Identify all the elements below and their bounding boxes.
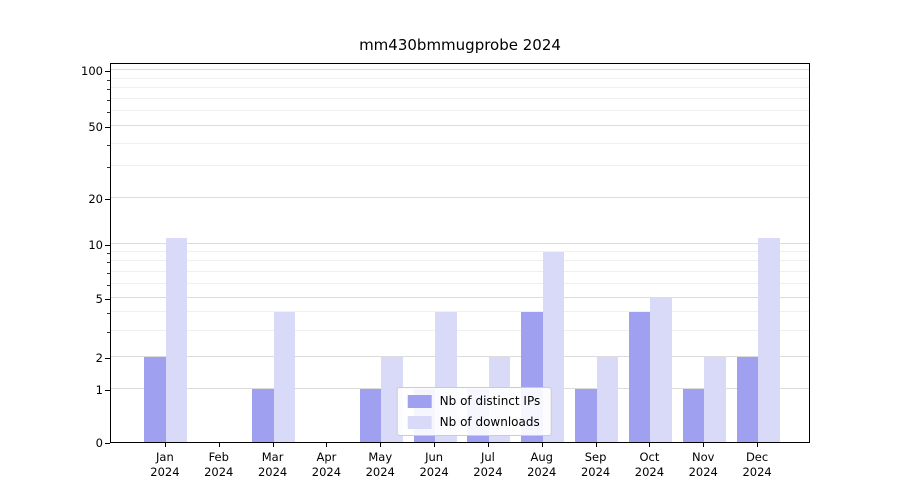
bar-distinct-ips [144,357,166,442]
y-tick-mark [105,299,110,300]
y-tick-mark-minor [107,284,110,286]
x-tick-mark [487,443,489,447]
gridline-minor [111,87,809,89]
y-tick-label: 50 [88,120,103,134]
y-tick-mark-minor [107,262,110,264]
y-tick-mark [105,390,110,391]
legend: Nb of distinct IPs Nb of downloads [396,387,552,436]
x-tick-label: Jan 2024 [150,450,180,479]
legend-label-distinct-ips: Nb of distinct IPs [439,394,541,408]
gridline-minor [111,110,809,112]
y-tick-label: 1 [95,383,103,397]
gridline-minor [111,311,809,313]
y-tick-mark-minor [107,272,110,274]
legend-swatch-downloads [407,415,432,429]
x-tick-mark [164,443,166,447]
x-tick-label: May 2024 [365,450,395,479]
bar-distinct-ips [575,389,597,442]
bar-distinct-ips [682,389,705,442]
y-tick-label: 0 [95,436,103,450]
x-tick-label: Mar 2024 [257,450,288,479]
x-tick-mark [595,443,597,447]
gridline-minor [111,165,809,167]
x-tick-label: Oct 2024 [634,450,665,479]
y-tick-mark-minor [107,99,110,101]
gridline [111,356,809,357]
bar-downloads [596,357,619,442]
gridline-minor [111,282,809,284]
x-tick-mark [380,443,382,447]
legend-item-downloads: Nb of downloads [407,415,541,429]
gridline-minor [111,251,809,253]
chart-title: mm430bmmugprobe 2024 [359,36,561,54]
y-tick-mark-minor [107,313,110,315]
y-tick-mark [105,245,110,246]
x-axis-labels: Jan 2024 Feb 2024 Mar 2024 Apr 2024 May 2024 Jun 20… [110,450,810,486]
y-tick-mark [105,199,110,200]
gridline-minor [111,260,809,262]
bar-downloads [758,237,780,442]
y-tick-mark-minor [107,253,110,255]
x-tick-mark [272,443,274,447]
gridline-minor [111,142,809,144]
x-tick-mark [434,443,436,447]
x-tick-label: Jun 2024 [419,450,449,479]
x-tick-mark [218,443,220,447]
y-tick-mark-minor [107,89,110,91]
x-tick-mark [703,443,705,447]
bar-distinct-ips [736,357,759,442]
bar-downloads [273,312,296,442]
legend-label-downloads: Nb of downloads [439,415,540,429]
y-tick-mark [105,71,110,72]
x-tick-mark [541,443,543,447]
x-tick-mark [757,443,759,447]
plot-area: Nb of distinct IPs Nb of downloads [110,63,810,443]
x-tick-mark [326,443,328,447]
y-tick-mark [105,127,110,128]
x-tick-label: Sep 2024 [580,450,611,479]
y-tick-mark-minor [107,167,110,169]
y-tick-label: 2 [95,351,103,365]
gridline [111,125,809,126]
x-tick-label: Jul 2024 [473,450,503,479]
gridline [111,297,809,298]
gridline-minor [111,329,809,331]
x-tick-label: Feb 2024 [204,450,234,479]
bar-distinct-ips [359,389,382,442]
bar-distinct-ips [628,312,651,442]
bar-downloads [650,298,672,442]
gridline-minor [111,77,809,79]
bar-downloads [165,237,188,442]
y-tick-label: 10 [88,238,103,252]
gridline-minor [111,97,809,99]
bar-distinct-ips [252,389,274,442]
x-tick-mark [649,443,651,447]
gridline [111,243,809,244]
y-tick-mark [105,443,110,444]
legend-swatch-distinct-ips [407,394,432,408]
x-tick-label: Nov 2024 [688,450,718,479]
y-tick-mark-minor [107,112,110,114]
y-tick-mark-minor [107,144,110,146]
y-tick-label: 20 [88,192,103,206]
x-tick-label: Dec 2024 [742,450,772,479]
y-axis-labels: 0 1 2 5 10 20 50 100 [0,63,103,450]
y-tick-mark-minor [107,331,110,333]
x-tick-label: Aug 2024 [527,450,557,479]
gridline [111,197,809,198]
gridline [111,69,809,70]
y-tick-label: 100 [81,64,103,78]
x-tick-label: Apr 2024 [311,450,342,479]
gridline-minor [111,270,809,272]
y-tick-mark-minor [107,79,110,81]
y-tick-label: 5 [95,292,103,306]
bar-downloads [704,357,726,442]
legend-item-distinct-ips: Nb of distinct IPs [407,394,541,408]
y-tick-mark [105,358,110,359]
